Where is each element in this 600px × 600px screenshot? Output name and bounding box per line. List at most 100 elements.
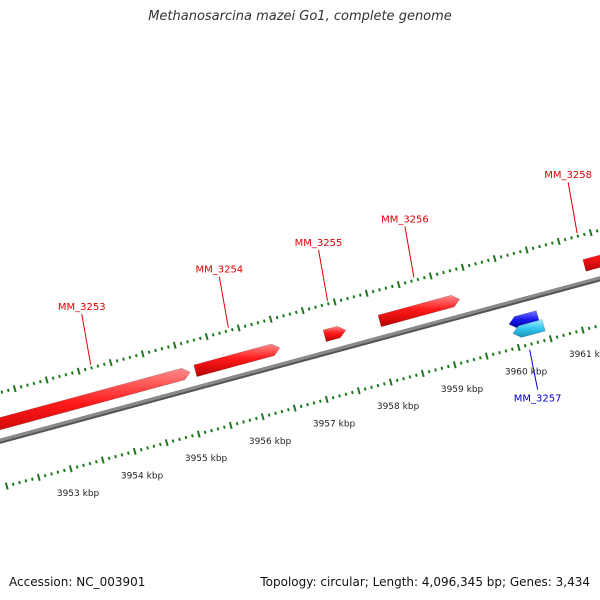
ruler-label: 3956 kbp (249, 437, 292, 447)
forward-tick-major (588, 229, 593, 237)
forward-tick-minor (96, 364, 100, 368)
reverse-tick-minor (31, 477, 34, 481)
reverse-tick-minor (312, 401, 316, 405)
gene-arrow-mm-3258 (582, 254, 600, 272)
reverse-tick-minor (331, 395, 335, 400)
backbone-line (0, 276, 600, 442)
reverse-tick-minor (191, 434, 194, 438)
forward-tick-minor (326, 301, 330, 306)
forward-tick-minor (26, 383, 29, 387)
reverse-tick-minor (344, 392, 348, 396)
gene-label: MM_3258 (544, 170, 592, 181)
reverse-tick-minor (319, 399, 322, 403)
forward-tick-major (364, 289, 369, 297)
reverse-tick-minor (351, 390, 354, 395)
gene-label-leader (404, 226, 415, 278)
forward-tick-minor (467, 263, 471, 268)
gene-label-leader (318, 249, 329, 301)
reverse-tick-major (164, 439, 169, 447)
reverse-tick-minor (575, 330, 578, 334)
reverse-tick-minor (536, 340, 540, 344)
forward-tick-minor (179, 341, 183, 346)
ruler-label: 3954 kbp (121, 471, 164, 481)
forward-tick-minor (58, 374, 61, 379)
forward-tick-major (172, 341, 177, 349)
reverse-tick-minor (223, 425, 226, 429)
gene-label-leader (81, 313, 92, 365)
reverse-tick-minor (114, 454, 117, 459)
reverse-tick-minor (466, 359, 469, 364)
forward-tick-minor (122, 357, 125, 361)
ruler-label: 3961 kbp (569, 350, 600, 360)
reverse-tick-minor (395, 378, 399, 383)
reverse-tick-major (100, 456, 105, 464)
forward-tick-major (140, 350, 145, 358)
forward-tick-minor (160, 347, 164, 351)
forward-tick-major (460, 263, 465, 271)
forward-tick-major (76, 367, 81, 375)
forward-tick-minor (384, 286, 388, 290)
forward-tick-minor (115, 359, 119, 363)
reverse-tick-minor (11, 482, 15, 487)
reverse-tick-minor (376, 383, 380, 388)
forward-tick-minor (410, 279, 413, 283)
gene-label-leader (529, 349, 539, 390)
forward-tick-major (236, 324, 241, 332)
reverse-tick-minor (498, 350, 501, 355)
gene-arrow (512, 319, 546, 338)
forward-tick-minor (294, 310, 298, 315)
forward-tick-minor (358, 293, 362, 297)
reverse-tick-minor (472, 357, 476, 362)
forward-tick-minor (480, 260, 484, 264)
forward-tick-minor (378, 288, 381, 292)
reverse-tick-minor (338, 394, 341, 398)
reverse-tick-minor (511, 347, 514, 351)
gene-arrow-mm-3256 (377, 294, 461, 328)
forward-tick-minor (32, 381, 36, 386)
gene-arrow-mm-3253 (0, 367, 191, 431)
reverse-tick-minor (402, 376, 405, 381)
reverse-tick-minor (555, 335, 559, 339)
forward-tick-major (300, 306, 305, 315)
ruler-label: 3953 kbp (57, 489, 100, 499)
reverse-tick-minor (479, 356, 482, 360)
forward-tick-major (332, 298, 337, 306)
gene-label-leader (567, 182, 578, 234)
forward-tick-minor (531, 246, 535, 250)
reverse-tick-minor (43, 473, 47, 478)
reverse-tick-minor (562, 333, 565, 338)
reverse-tick-minor (203, 430, 207, 435)
reverse-tick-major (292, 404, 297, 412)
forward-tick-minor (390, 284, 394, 289)
reverse-tick-minor (274, 411, 277, 416)
tick-layer: 3953 kbp 3954 kbp 3955 kbp 3956 kbp 3957 kbp… (0, 229, 600, 499)
forward-tick-minor (51, 376, 55, 380)
reverse-tick-minor (184, 435, 188, 440)
gene-arrow-mm-3255 (322, 325, 347, 342)
reverse-tick-minor (543, 338, 546, 343)
reverse-tick-minor (427, 370, 431, 374)
forward-tick-minor (83, 367, 87, 372)
gene-layer (0, 254, 600, 431)
forward-tick-minor (486, 258, 490, 263)
forward-tick-minor (518, 250, 522, 254)
forward-tick-minor (128, 355, 132, 360)
forward-tick-minor (339, 298, 343, 302)
forward-tick-minor (582, 232, 586, 237)
reverse-tick-minor (587, 326, 591, 331)
reverse-tick-minor (280, 409, 284, 414)
forward-tick-minor (262, 319, 266, 323)
reverse-tick-minor (523, 344, 527, 348)
reverse-tick-minor (107, 456, 111, 461)
forward-tick-minor (403, 281, 407, 285)
forward-tick-minor (576, 234, 580, 238)
reverse-tick-minor (299, 404, 303, 409)
reverse-tick-minor (235, 421, 239, 426)
reverse-tick-major (260, 413, 265, 421)
forward-tick-minor (563, 237, 567, 242)
reverse-tick-major (4, 482, 9, 490)
reverse-tick-minor (56, 470, 60, 474)
forward-tick-minor (474, 262, 477, 266)
